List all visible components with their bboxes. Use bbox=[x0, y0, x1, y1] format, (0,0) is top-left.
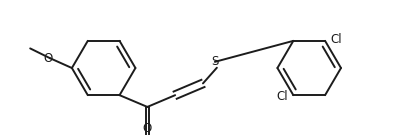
Text: Cl: Cl bbox=[277, 90, 288, 103]
Text: O: O bbox=[143, 122, 152, 135]
Text: O: O bbox=[43, 52, 53, 65]
Text: S: S bbox=[211, 55, 218, 68]
Text: Cl: Cl bbox=[330, 33, 342, 46]
